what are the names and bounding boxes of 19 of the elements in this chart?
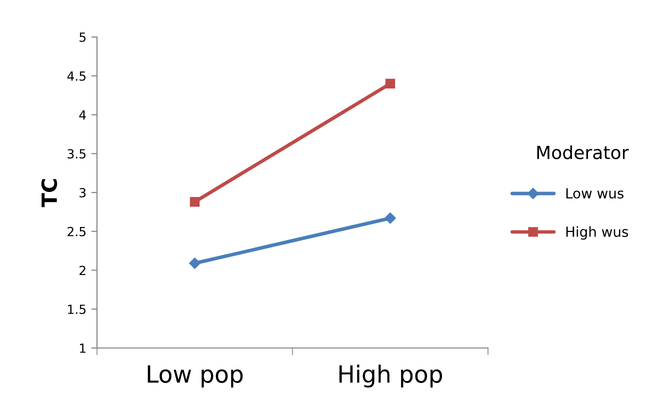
point [384, 212, 396, 224]
legend-label: High wus [566, 226, 628, 240]
y-tick-label: 4.5 [67, 72, 86, 81]
x-tick-label: High pop [339, 364, 442, 388]
y-tick-label: 3.5 [68, 149, 86, 159]
x-tick-label: Low pop [148, 365, 243, 388]
legend-title: Moderator [537, 145, 629, 160]
y-tick-label: 1 [80, 344, 86, 353]
y-tick-label: 4 [79, 110, 86, 120]
y-tick-label: 1.5 [68, 304, 86, 314]
y-tick-label: 2 [80, 266, 86, 275]
point [189, 258, 200, 269]
point [190, 196, 200, 207]
y-tick-label: 2.5 [68, 226, 86, 236]
legend-label: Low wus [566, 188, 624, 199]
y-tick-label: 3 [80, 188, 86, 198]
y-tick-label: 5 [80, 32, 86, 42]
y-axis-title: TC [41, 179, 58, 208]
point [385, 78, 396, 89]
